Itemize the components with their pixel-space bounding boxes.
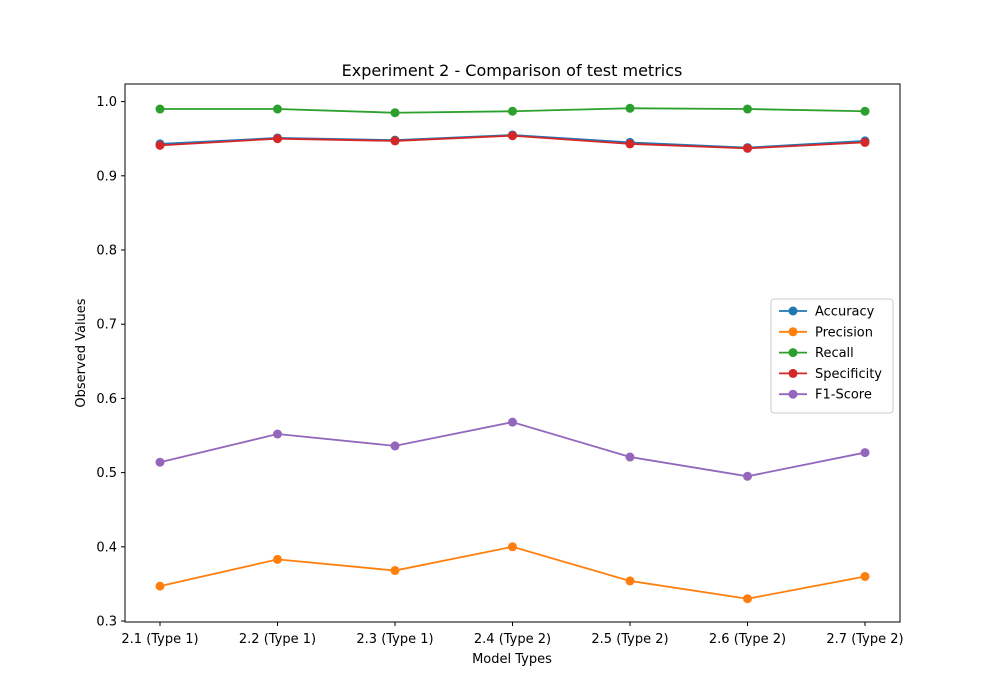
data-point: [860, 106, 870, 116]
y-tick-label: 0.6: [96, 392, 117, 407]
data-point: [625, 103, 635, 113]
plot-frame: [124, 83, 901, 623]
legend-box: [770, 298, 894, 414]
series-recall: [155, 103, 870, 118]
data-point: [155, 104, 165, 114]
series-precision: [155, 542, 870, 604]
legend-item: Recall: [779, 346, 854, 361]
legend-marker: [788, 327, 798, 337]
legend-label: Precision: [815, 325, 873, 340]
data-point: [743, 143, 752, 153]
y-tick-label: 0.5: [96, 466, 117, 481]
legend-label: Specificity: [815, 367, 882, 382]
data-point: [625, 139, 635, 149]
legend-marker: [788, 348, 798, 358]
series-specificity: [155, 131, 870, 153]
data-point: [390, 441, 400, 451]
data-point: [860, 571, 870, 581]
legend-marker: [788, 306, 798, 316]
data-point: [860, 448, 870, 458]
x-tick-label: 2.2 (Type 1): [239, 632, 316, 647]
legend-item: Precision: [779, 325, 873, 340]
x-axis-label: Model Types: [472, 652, 552, 667]
data-point: [273, 104, 282, 114]
legend-item: Specificity: [779, 367, 882, 382]
data-point: [508, 417, 517, 427]
y-axis-label: Observed Values: [74, 298, 89, 407]
y-tick-label: 0.8: [96, 244, 117, 259]
y-tick-label: 0.9: [96, 169, 117, 184]
y-tick-label: 0.3: [96, 615, 117, 630]
legend-item: Accuracy: [779, 305, 875, 320]
data-point: [155, 140, 165, 150]
data-point: [155, 457, 165, 467]
data-point: [743, 471, 752, 481]
data-point: [508, 106, 517, 116]
data-point: [273, 134, 282, 144]
legend: Accuracy Precision Recall Specificity F1-Sco…: [770, 298, 894, 414]
data-point: [625, 576, 635, 586]
series-f1-score: [155, 417, 870, 481]
data-point: [743, 104, 752, 114]
data-point: [508, 542, 517, 552]
data-point: [390, 108, 400, 118]
chart-title: Experiment 2 - Comparison of test metric…: [342, 61, 683, 80]
data-point: [860, 137, 870, 147]
data-point: [625, 452, 635, 462]
data-point: [743, 594, 752, 604]
y-tick-label: 0.7: [96, 318, 117, 333]
x-tick-label: 2.5 (Type 2): [591, 632, 668, 647]
x-tick-label: 2.4 (Type 2): [474, 632, 551, 647]
legend-label: Recall: [815, 346, 854, 361]
plot-area: 0.3 0.4 0.5 0.6 0.7 0.8 0.9 1.0 2.1 (Type 1) 2.2 …: [96, 95, 903, 647]
data-point: [273, 554, 282, 564]
data-point: [155, 581, 165, 591]
data-point: [508, 131, 517, 141]
legend-item: F1-Score: [779, 388, 872, 403]
x-tick-label: 2.1 (Type 1): [121, 632, 198, 647]
legend-label: Accuracy: [815, 305, 875, 320]
legend-marker: [788, 389, 798, 399]
data-point: [390, 566, 400, 576]
data-point: [273, 429, 282, 439]
x-tick-label: 2.6 (Type 2): [709, 632, 786, 647]
y-tick-label: 1.0: [96, 95, 117, 110]
y-tick-label: 0.4: [96, 540, 117, 555]
legend-marker: [788, 368, 798, 378]
x-tick-label: 2.7 (Type 2): [826, 632, 903, 647]
legend-label: F1-Score: [815, 388, 872, 403]
x-tick-label: 2.3 (Type 1): [356, 632, 433, 647]
data-point: [390, 136, 400, 146]
